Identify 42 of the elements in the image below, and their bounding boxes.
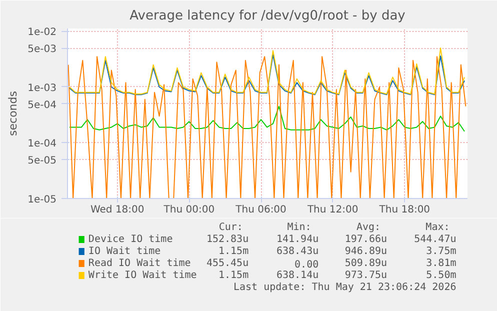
x-tick-label: Thu 12:00 [306,204,358,216]
y-tick-label: 1e-02 [28,27,57,38]
text: 1.15m [218,246,249,257]
y-tick-label: 5e-04 [28,100,57,111]
text: 5.50m [426,270,456,281]
text: 152.83u [206,234,249,245]
text: Min: [287,222,312,233]
text: 1.15m [218,270,249,281]
text: 946.89u [344,246,388,257]
legend-label: Write IO Wait time [88,270,197,281]
text: 544.47u [414,234,456,245]
legend-label: IO Wait time [88,246,161,257]
text: Avg: [356,222,381,233]
line-series [68,48,466,94]
legend-label: Read IO Wait time [88,258,191,269]
y-tick-label: 5e-03 [28,44,57,56]
x-tick-label: Wed 18:00 [90,204,144,216]
text: 197.66u [344,234,388,245]
text: Max: [426,222,450,233]
chart-title: Average latency for /dev/vg0/root - by day [130,8,406,24]
text: 638.43u [276,246,319,257]
y-tick-label: 5e-05 [28,156,57,167]
x-tick-label: Thu 06:00 [234,204,286,216]
text: 141.94u [276,234,319,245]
line-series [68,54,466,96]
line-series [68,106,466,132]
y-tick-label: 1e-04 [28,138,57,150]
text: 3.75m [426,246,456,257]
text: 455.45u [206,258,249,269]
legend-label: Device IO time [88,234,173,245]
text: 638.14u [276,270,319,281]
x-tick-label: Thu 00:00 [162,204,215,216]
text: 973.75u [344,270,388,281]
text: Cur: [218,222,243,233]
x-tick-label: Thu 18:00 [378,204,430,216]
y-tick-label: 1e-03 [28,82,57,94]
text: 3.81m [426,258,456,269]
text: 0.00 [294,260,319,270]
y-tick-label: 1e-05 [28,194,57,206]
text: Last update: Thu May 21 23:06:24 2026 [233,282,456,293]
text: 509.89u [344,258,388,269]
y-axis-title: seconds [6,90,20,136]
